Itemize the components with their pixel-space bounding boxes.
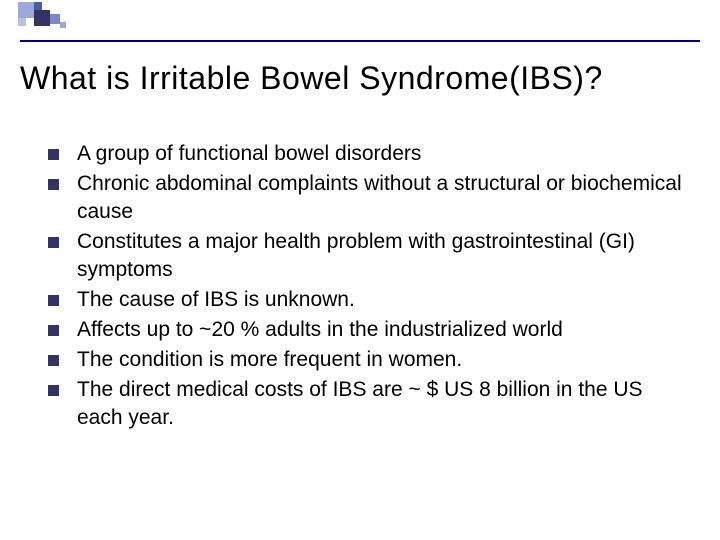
corner-decoration: [0, 0, 720, 36]
bullet-list: A group of functional bowel disordersChr…: [48, 140, 688, 434]
list-item: A group of functional bowel disorders: [48, 140, 688, 168]
decor-square: [18, 2, 34, 18]
decor-square: [50, 14, 60, 24]
square-bullet-icon: [48, 295, 59, 306]
list-item-text: The cause of IBS is unknown.: [77, 286, 688, 314]
list-item: The condition is more frequent in women.: [48, 346, 688, 374]
list-item-text: The condition is more frequent in women.: [77, 346, 688, 374]
list-item: The cause of IBS is unknown.: [48, 286, 688, 314]
list-item: Affects up to ~20 % adults in the indust…: [48, 316, 688, 344]
title-rule: [20, 40, 700, 42]
square-bullet-icon: [48, 149, 59, 160]
list-item-text: Affects up to ~20 % adults in the indust…: [77, 316, 688, 344]
square-bullet-icon: [48, 355, 59, 366]
square-bullet-icon: [48, 179, 59, 190]
list-item: Chronic abdominal complaints without a s…: [48, 170, 688, 226]
list-item: The direct medical costs of IBS are ~ $ …: [48, 376, 688, 432]
list-item-text: The direct medical costs of IBS are ~ $ …: [77, 376, 688, 432]
list-item-text: Chronic abdominal complaints without a s…: [77, 170, 688, 226]
slide-title: What is Irritable Bowel Syndrome(IBS)?: [20, 60, 700, 97]
square-bullet-icon: [48, 385, 59, 396]
decor-square: [60, 22, 66, 28]
list-item: Constitutes a major health problem with …: [48, 228, 688, 284]
list-item-text: Constitutes a major health problem with …: [77, 228, 688, 284]
list-item-text: A group of functional bowel disorders: [77, 140, 688, 168]
square-bullet-icon: [48, 237, 59, 248]
square-bullet-icon: [48, 325, 59, 336]
decor-square: [18, 18, 26, 26]
decor-square: [34, 10, 50, 26]
decor-square: [34, 2, 42, 10]
